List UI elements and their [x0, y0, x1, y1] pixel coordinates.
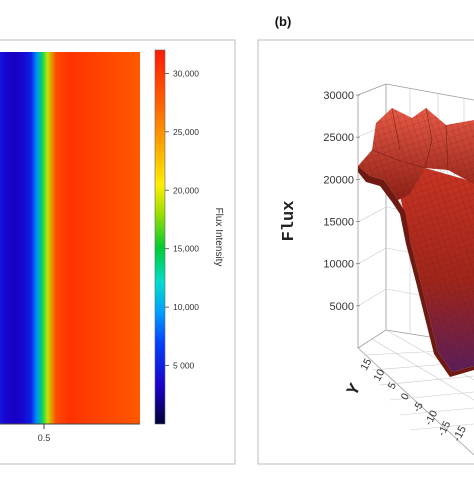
colorbar — [154, 49, 166, 425]
colorbar-tick-label: 10,000 — [173, 302, 199, 312]
z-tick-label: 10000 — [323, 259, 354, 271]
colorbar-tick-label: 30,000 — [173, 68, 199, 78]
panel-b-label: (b) — [275, 14, 292, 29]
colorbar-tick-label: 15,000 — [173, 244, 199, 254]
z-tick-label: 15000 — [323, 217, 354, 229]
z-tick-label: 5000 — [330, 301, 354, 313]
colorbar-ticks: 5 000 10,000 15,000 20,000 25,000 30,000 — [165, 68, 199, 371]
y-tick-label: 10 — [371, 367, 387, 383]
y-tick-label: 15 — [358, 356, 374, 372]
heatmap-area — [0, 52, 140, 424]
colorbar-tick-label: 5 000 — [173, 361, 195, 371]
z-axis-ticks: 5000 10000 15000 20000 25000 30000 — [323, 90, 360, 313]
colorbar-label: Flux Intensity — [213, 208, 224, 267]
z-tick-label: 20000 — [323, 174, 354, 186]
z-axis-label: Flux — [280, 201, 299, 242]
z-tick-label: 25000 — [323, 132, 354, 144]
y-tick-label: 0 — [399, 391, 412, 402]
colorbar-tick-label: 20,000 — [173, 185, 199, 195]
colorbar-tick-label: 25,000 — [173, 127, 199, 137]
z-tick-label: 30000 — [323, 90, 354, 102]
panel-a: 0.5 5 00010,00015,00020,00025,00030,000 … — [0, 39, 236, 465]
surface-ridges — [371, 107, 449, 171]
surface-front-edge — [358, 166, 474, 377]
heatmap-x-tick-label: 0.5 — [38, 433, 51, 443]
y-tick-label: 5 — [386, 380, 399, 391]
